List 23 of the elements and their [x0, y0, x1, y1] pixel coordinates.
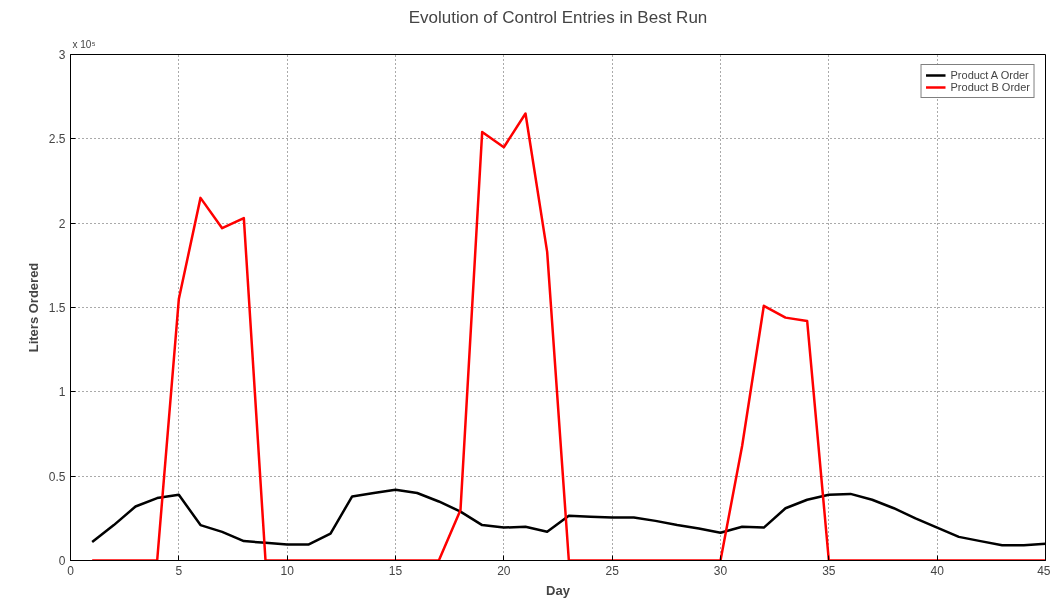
text: x 10⁵ [72, 38, 96, 50]
x-tick-label: 35 [822, 563, 836, 578]
chart-title: Evolution of Control Entries in Best Run [408, 7, 708, 27]
x-tick-label: 15 [388, 563, 403, 578]
x-tick-label: 10 [280, 563, 295, 578]
x-axis-title: Day [546, 582, 571, 598]
y-tick-label: 3 [58, 48, 66, 62]
y-tick-label: 0.5 [48, 469, 66, 484]
y-tick-label: 1.5 [48, 301, 66, 315]
x-tick-label: 25 [605, 563, 620, 578]
legend-label: Product A Order [950, 69, 1029, 81]
x-tick-label: 30 [713, 563, 728, 578]
x-tick-label: 5 [175, 563, 183, 578]
legend-label: Product B Order [950, 81, 1030, 93]
y-tick-label: 2.5 [48, 132, 66, 147]
y-axis-title: Liters Ordered [25, 262, 41, 353]
y-tick-label: 2 [58, 216, 66, 231]
x-tick-label: 20 [497, 563, 511, 578]
y-tick-label: 1 [58, 385, 66, 400]
x-tick-label: 45 [1037, 563, 1051, 578]
x-tick-label: 40 [930, 563, 945, 578]
line-series [90, 112, 1046, 561]
y-tick-label: 0 [58, 554, 66, 568]
